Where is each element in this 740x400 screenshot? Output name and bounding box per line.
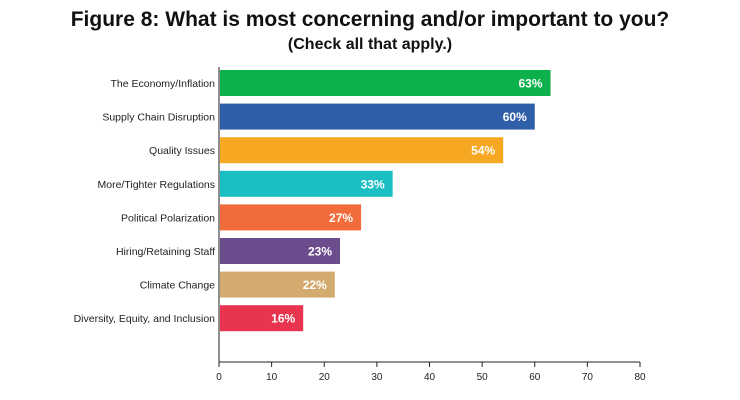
data-label: 27% (329, 211, 353, 225)
bar (220, 305, 304, 332)
data-label: 22% (303, 278, 327, 292)
x-tick-label: 20 (319, 372, 331, 383)
bar (220, 204, 362, 231)
category-label: Supply Chain Disruption (102, 112, 215, 124)
category-label: More/Tighter Regulations (98, 179, 216, 191)
x-tick-label: 60 (529, 372, 541, 383)
data-label: 16% (271, 312, 295, 326)
bar (220, 70, 551, 96)
category-label: Climate Change (140, 280, 215, 292)
x-tick-label: 70 (582, 372, 594, 383)
bar (220, 137, 504, 164)
x-tick-label: 80 (634, 372, 646, 383)
category-label: Diversity, Equity, and Inclusion (74, 313, 216, 325)
category-label: The Economy/Inflation (111, 78, 216, 90)
data-label: 23% (308, 245, 332, 259)
bar (220, 271, 335, 298)
data-label: 60% (503, 110, 527, 124)
x-tick-label: 50 (477, 372, 489, 383)
category-label: Political Polarization (121, 212, 215, 224)
category-label: Quality Issues (149, 145, 215, 157)
bar (220, 170, 393, 197)
category-label: Hiring/Retaining Staff (116, 246, 215, 258)
data-label: 63% (519, 77, 543, 91)
data-label: 33% (361, 177, 385, 191)
x-tick-label: 40 (424, 372, 436, 383)
data-label: 54% (471, 144, 495, 158)
chart-subtitle: (Check all that apply.) (287, 36, 453, 53)
x-tick-label: 10 (266, 372, 278, 383)
bar (220, 103, 535, 130)
x-tick-label: 0 (216, 372, 222, 383)
bar (220, 238, 341, 264)
chart-title: Figure 8: What is most concerning and/or… (70, 8, 670, 31)
x-tick-label: 30 (371, 372, 383, 383)
